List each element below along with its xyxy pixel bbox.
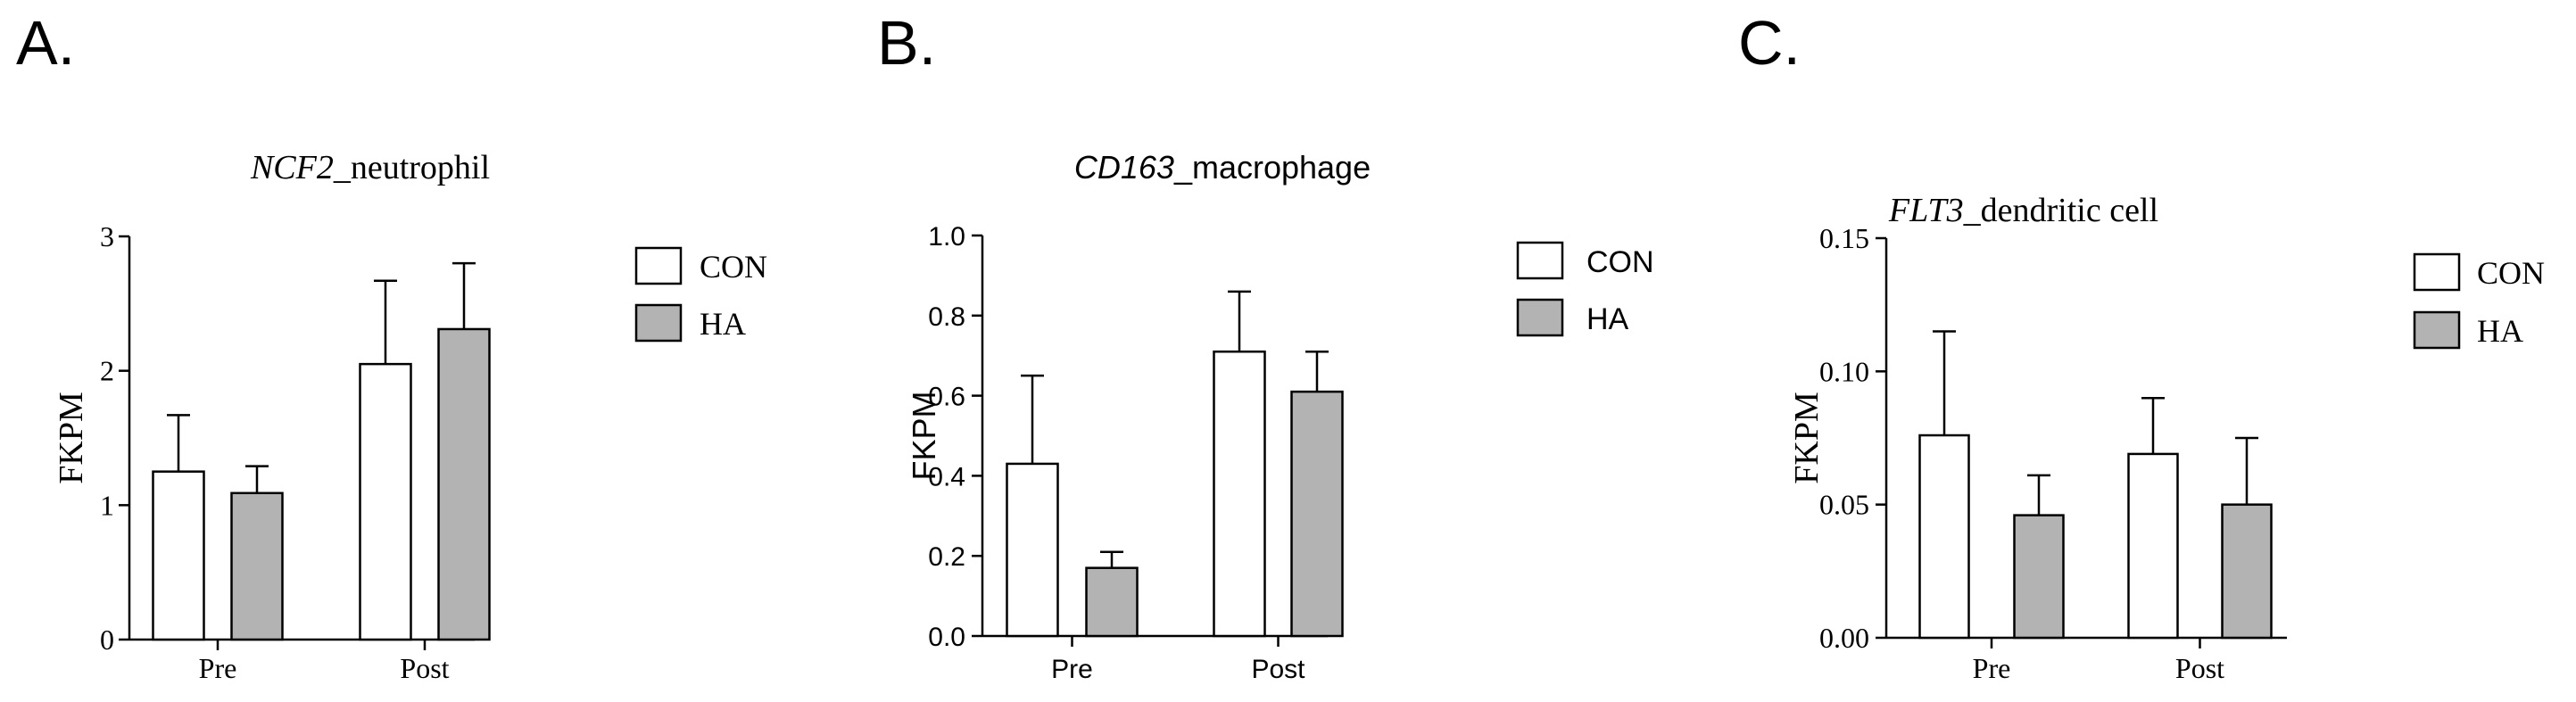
legend-swatch-ha (634, 303, 683, 343)
panel-letter: C. (1738, 8, 1801, 78)
chart-title-suffix: _macrophage (1173, 149, 1371, 186)
y-tick-label: 2 (100, 355, 114, 387)
bar-ha-pre (230, 491, 284, 641)
y-tick-label: 0.10 (1819, 355, 1869, 387)
legend-label-ha: HA (2477, 313, 2523, 349)
y-tick-label: 0 (100, 624, 114, 656)
y-axis-label: FKPM (1788, 392, 1826, 484)
y-axis-label: FKPM (906, 391, 942, 480)
x-tick-label: Pre (1051, 655, 1093, 684)
chart-title-gene: NCF2 (250, 149, 334, 186)
bar-con-pre (1918, 434, 1970, 640)
bar-con-post (2127, 452, 2179, 640)
x-tick-label: Post (400, 652, 449, 684)
y-tick-label: 0.0 (928, 623, 965, 652)
x-tick-label: Pre (1973, 652, 2011, 684)
y-tick-label: 0.05 (1819, 489, 1869, 521)
bar-con-post (1213, 350, 1266, 638)
bar-con-post (359, 362, 412, 641)
chart-title: CD163_macrophage (1074, 149, 1371, 186)
bar-ha-pre (2013, 514, 2065, 640)
y-tick-label: 0.4 (928, 462, 965, 491)
legend-label-ha: HA (700, 306, 746, 342)
legend-label-con: CON (700, 249, 767, 285)
bar-con-pre (1006, 462, 1059, 638)
bar-ha-post (1290, 390, 1344, 638)
legend: CON HA (1516, 241, 1654, 337)
panel-letter: B. (877, 8, 936, 78)
legend-label-con: CON (1586, 245, 1654, 279)
chart-panel-3: C. FLT3_dendritic cell FKPM 0.00 0.05 0.10 0.1… (1738, 8, 2545, 684)
chart-panel-2: B. CD163_macrophage FKPM 0.0 0.2 0.4 0.6 0.8 1.0… (877, 8, 1654, 684)
legend-label-con: CON (2477, 255, 2545, 291)
chart-title-gene: FLT3 (1888, 192, 1964, 229)
legend-swatch-ha (2413, 310, 2461, 350)
x-tick-label: Pre (199, 652, 237, 684)
bar-ha-post (437, 327, 491, 641)
legend: CON HA (634, 246, 767, 343)
legend: CON HA (2413, 252, 2545, 350)
bar-con-pre (152, 470, 205, 641)
chart-title-gene: CD163 (1074, 149, 1174, 186)
y-tick-label: 3 (100, 220, 114, 252)
y-axis-label: FKPM (53, 392, 90, 484)
legend-swatch-con (634, 246, 683, 285)
chart-panel-1: A. NCF2_neutrophil FKPM 0 1 2 3 Pre Post CON HA (16, 8, 767, 684)
legend-swatch-con (2413, 252, 2461, 292)
bar-ha-post (2221, 503, 2273, 640)
legend-swatch-con (1516, 241, 1564, 280)
y-tick-label: 0.8 (928, 302, 965, 332)
x-tick-label: Post (2175, 652, 2224, 684)
chart-title-suffix: _neutrophil (333, 149, 490, 186)
x-tick-label: Post (1251, 655, 1305, 684)
chart-title: NCF2_neutrophil (250, 149, 490, 186)
y-tick-label: 0.6 (928, 383, 965, 412)
chart-title: FLT3_dendritic cell (1888, 192, 2158, 229)
panel-letter: A. (16, 8, 75, 78)
y-tick-label: 0.15 (1819, 222, 1869, 254)
y-tick-label: 0.2 (928, 542, 965, 572)
y-tick-label: 0.00 (1819, 622, 1869, 654)
legend-swatch-ha (1516, 298, 1564, 337)
y-tick-label: 1.0 (928, 222, 965, 252)
bar-ha-pre (1085, 566, 1139, 638)
legend-label-ha: HA (1586, 302, 1629, 336)
chart-title-suffix: _dendritic cell (1963, 192, 2158, 229)
y-tick-label: 1 (100, 489, 114, 521)
